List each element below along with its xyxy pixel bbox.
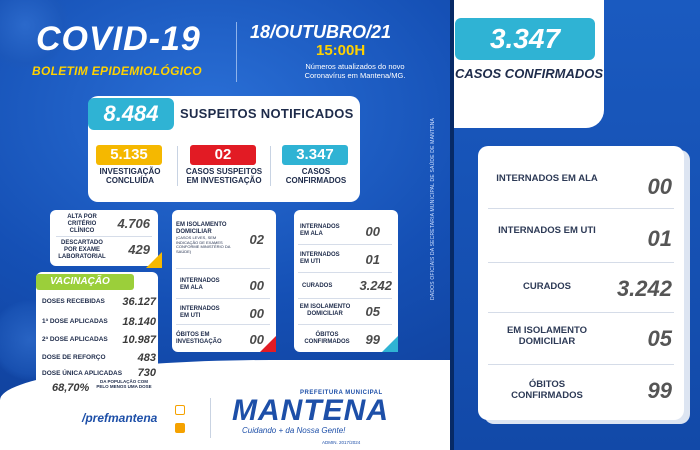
right-icu-value: 01	[647, 226, 672, 251]
logo-slogan: Cuidando + da Nossa Gente!	[242, 426, 346, 435]
vaccination-header: VACINAÇÃO	[36, 274, 134, 290]
corner-accent-icon	[260, 336, 276, 352]
vac-received-value: 36.127	[122, 296, 156, 308]
inv-isolation-value: 02	[249, 232, 264, 247]
lab-label: DESCARTADO POR EXAME LABORATORIAL	[58, 240, 106, 260]
conf-deaths-label: ÓBITOS CONFIRMADOS	[304, 332, 350, 345]
under-investigation-label: CASOS SUSPEITOS EM INVESTIGAÇÃO	[185, 167, 263, 185]
clinical-value: 4.706	[117, 216, 150, 231]
row-divider	[298, 324, 392, 325]
clinical-label: ALTA POR CRITÉRIO CLÍNICO	[67, 214, 97, 234]
right-confirmed-label: CASOS CONFIRMADOS	[454, 66, 604, 81]
inv-deaths-label: ÓBITOS EM INVESTIGAÇÃO	[176, 332, 222, 345]
logo-admin: ADMIN. 2017/2024	[322, 440, 361, 445]
panel-divider	[450, 0, 454, 450]
row-divider	[176, 268, 270, 269]
row-divider	[488, 262, 674, 263]
investigation-detail-card	[172, 210, 276, 352]
lab-value: 429	[128, 242, 150, 257]
facebook-icon[interactable]	[175, 423, 185, 433]
row-divider	[176, 324, 270, 325]
vac-second-label: 2ª DOSE APLICADAS	[42, 336, 108, 343]
right-detail-card	[478, 146, 684, 420]
vac-received-label: DOSES RECEBIDAS	[42, 298, 105, 305]
corner-accent-icon	[146, 252, 162, 268]
row-divider	[176, 298, 270, 299]
right-deaths-label: ÓBITOS CONFIRMADOS	[511, 379, 583, 401]
vac-booster-label: DOSE DE REFORÇO	[42, 354, 106, 361]
page-title: COVID-19	[36, 20, 201, 58]
suspects-total: 8.484	[88, 98, 174, 130]
conf-ward-label: INTERNADOS EM ALA	[300, 224, 340, 237]
inv-ward-value: 00	[249, 278, 264, 293]
investigation-done-value: 5.135	[96, 145, 162, 165]
footer-divider	[210, 398, 211, 438]
row-divider	[56, 236, 152, 237]
confirmed-detail-card	[294, 210, 398, 352]
right-deaths-value: 99	[647, 378, 672, 403]
right-icu-label: INTERNADOS EM UTI	[498, 225, 596, 236]
vaccination-card	[36, 272, 158, 396]
row-divider	[298, 244, 392, 245]
inv-ward-label: INTERNADOS EM ALA	[180, 278, 220, 291]
logo-mantena: MANTENA	[232, 394, 389, 427]
suspects-confirmed-value: 3.347	[282, 145, 348, 165]
update-note: Números atualizados do novo Coronavírus …	[304, 62, 406, 80]
vac-first-label: 1ª DOSE APLICADAS	[42, 318, 108, 325]
column-divider	[177, 146, 178, 186]
vac-single-label: DOSE ÚNICA APLICADAS	[42, 370, 123, 377]
row-divider	[298, 298, 392, 299]
corner-accent-icon	[382, 336, 398, 352]
investigation-done-label: INVESTIGAÇÃO CONCLUÍDA	[99, 167, 161, 185]
vac-single-value: 730	[137, 367, 156, 379]
inv-deaths-value: 00	[249, 332, 264, 347]
page-subtitle: BOLETIM EPIDEMIOLÓGICO	[32, 64, 202, 78]
bulletin-date: 18/OUTUBRO/21	[250, 22, 392, 42]
discarded-card	[50, 210, 158, 266]
row-divider	[488, 208, 674, 209]
right-cured-label: CURADOS	[522, 281, 572, 292]
column-divider	[270, 146, 271, 186]
header-divider	[236, 22, 237, 82]
inv-icu-value: 00	[249, 306, 264, 321]
conf-ward-value: 00	[365, 224, 380, 239]
right-isolation-label: EM ISOLAMENTO DOMICILIAR	[506, 325, 588, 347]
suspects-confirmed-label: CASOS CONFIRMADOS	[285, 167, 347, 185]
row-divider	[488, 312, 674, 313]
inv-isolation-label: EM ISOLAMENTO DOMICILIAR	[176, 222, 227, 235]
logo-prefeitura: PREFEITURA MUNICIPAL	[300, 390, 383, 396]
vac-booster-value: 483	[137, 352, 156, 364]
conf-icu-label: INTERNADOS EM UTI	[300, 252, 340, 265]
conf-deaths-value: 99	[365, 332, 380, 347]
source-credit: DADOS OFICIAIS DA SECRETARIA MUNICIPAL D…	[430, 117, 436, 300]
conf-isolation-label: EM ISOLAMENTO DOMICILIAR	[299, 304, 351, 317]
instagram-icon[interactable]	[175, 405, 185, 415]
vac-second-value: 10.987	[122, 334, 156, 346]
right-confirmed-value: 3.347	[455, 18, 595, 60]
conf-cured-value: 3.242	[359, 278, 392, 293]
inv-isolation-note: (CASOS LEVES, SEM INDICAÇÃO DE EXAMES CO…	[176, 235, 231, 254]
row-divider	[298, 272, 392, 273]
conf-isolation-value: 05	[365, 304, 380, 319]
vac-percent-value: 68,70%	[52, 382, 90, 394]
vac-percent-label: DA POPULAÇÃO COM PELO MENOS UMA DOSE	[96, 379, 152, 389]
suspects-total-label: SUSPEITOS NOTIFICADOS	[180, 106, 354, 121]
conf-icu-value: 01	[365, 252, 380, 267]
conf-cured-label: CURADOS	[302, 283, 333, 289]
right-cured-value: 3.242	[616, 276, 672, 301]
vac-first-value: 18.140	[122, 316, 156, 328]
social-handle[interactable]: /prefmantena	[82, 411, 158, 425]
under-investigation-value: 02	[190, 145, 256, 165]
right-ward-value: 00	[647, 174, 672, 199]
bulletin-time: 15:00H	[316, 42, 366, 59]
right-isolation-value: 05	[647, 326, 672, 351]
right-ward-label: INTERNADOS EM ALA	[496, 173, 598, 184]
row-divider	[488, 364, 674, 365]
inv-icu-label: INTERNADOS EM UTI	[180, 306, 220, 319]
